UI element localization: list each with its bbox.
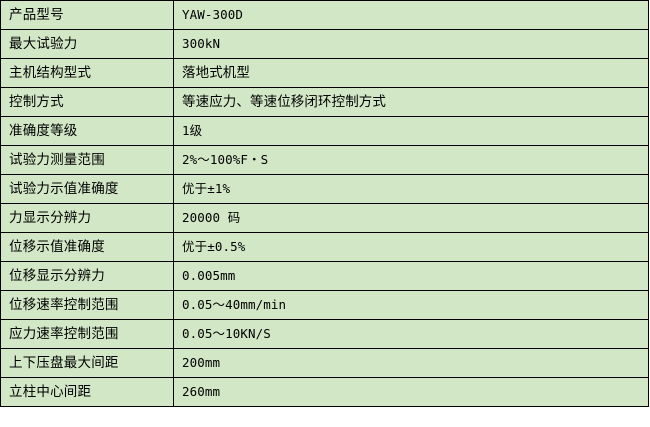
spec-value-cell: 优于±1% (173, 174, 649, 204)
spec-value-cell: 20000 码 (173, 203, 649, 233)
spec-label-cell: 应力速率控制范围 (0, 319, 174, 349)
spec-label-cell: 产品型号 (0, 0, 174, 30)
table-row: 立柱中心间距 260mm (0, 377, 649, 407)
spec-label-cell: 力显示分辨力 (0, 203, 174, 233)
table-row: 位移速率控制范围 0.05～40mm/min (0, 290, 649, 320)
spec-label-cell: 试验力示值准确度 (0, 174, 174, 204)
table-row: 最大试验力 300kN (0, 29, 649, 59)
table-row: 上下压盘最大间距 200mm (0, 348, 649, 378)
product-specification-table: 产品型号 YAW-300D 最大试验力 300kN 主机结构型式 落地式机型 控制方式 等速应… (0, 0, 649, 407)
table-row: 力显示分辨力 20000 码 (0, 203, 649, 233)
spec-label-cell: 准确度等级 (0, 116, 174, 146)
spec-label-cell: 立柱中心间距 (0, 377, 174, 407)
table-row: 主机结构型式 落地式机型 (0, 58, 649, 88)
spec-label-cell: 位移速率控制范围 (0, 290, 174, 320)
spec-value-cell: 0.05～40mm/min (173, 290, 649, 320)
table-row: 准确度等级 1级 (0, 116, 649, 146)
spec-value-cell: 0.005mm (173, 261, 649, 291)
spec-value-cell: 200mm (173, 348, 649, 378)
table-row: 试验力示值准确度 优于±1% (0, 174, 649, 204)
spec-value-cell: 优于±0.5% (173, 232, 649, 262)
spec-label-cell: 位移示值准确度 (0, 232, 174, 262)
spec-value-cell: 0.05～10KN/S (173, 319, 649, 349)
spec-value-cell: YAW-300D (173, 0, 649, 30)
spec-value-cell: 1级 (173, 116, 649, 146)
spec-label-cell: 试验力测量范围 (0, 145, 174, 175)
table-row: 位移示值准确度 优于±0.5% (0, 232, 649, 262)
spec-value-cell: 等速应力、等速位移闭环控制方式 (173, 87, 649, 117)
table-row: 控制方式 等速应力、等速位移闭环控制方式 (0, 87, 649, 117)
table-row: 产品型号 YAW-300D (0, 0, 649, 30)
spec-value-cell: 300kN (173, 29, 649, 59)
spec-label-cell: 控制方式 (0, 87, 174, 117)
spec-value-cell: 落地式机型 (173, 58, 649, 88)
spec-label-cell: 最大试验力 (0, 29, 174, 59)
table-row: 试验力测量范围 2%～100%F・S (0, 145, 649, 175)
table-body: 产品型号 YAW-300D 最大试验力 300kN 主机结构型式 落地式机型 控制方式 等速应… (0, 0, 649, 407)
spec-value-cell: 260mm (173, 377, 649, 407)
spec-value-cell: 2%～100%F・S (173, 145, 649, 175)
spec-label-cell: 主机结构型式 (0, 58, 174, 88)
table-row: 位移显示分辨力 0.005mm (0, 261, 649, 291)
spec-label-cell: 上下压盘最大间距 (0, 348, 174, 378)
table-row: 应力速率控制范围 0.05～10KN/S (0, 319, 649, 349)
spec-label-cell: 位移显示分辨力 (0, 261, 174, 291)
